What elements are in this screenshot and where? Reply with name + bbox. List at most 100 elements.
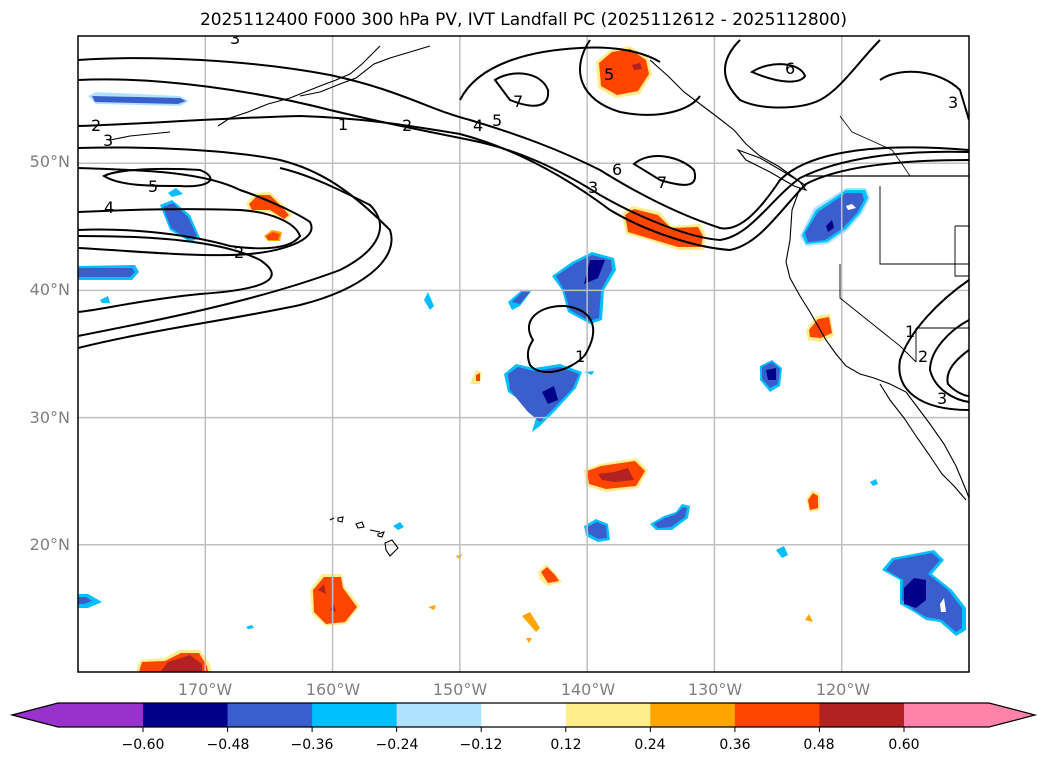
pos-anomaly-region — [522, 612, 540, 632]
pv-contour — [78, 57, 969, 230]
lat-label: 40°N — [29, 280, 70, 299]
neg-anomaly-region — [776, 546, 788, 558]
contour-label: 6 — [785, 59, 795, 78]
pv-contour — [749, 63, 807, 83]
neg-anomaly-region — [512, 292, 530, 304]
colorbar-segment — [481, 703, 567, 727]
neg-anomaly-region — [393, 522, 404, 530]
colorbar-segment — [312, 703, 398, 727]
colorbar-tick-label: −0.48 — [206, 737, 250, 753]
pv-contour — [78, 146, 393, 349]
contour-label: 1 — [338, 115, 348, 134]
contour-label: 5 — [492, 111, 502, 130]
colorbar-tick-label: 0.48 — [803, 737, 835, 753]
neg-anomaly-region — [424, 292, 434, 310]
neg-anomaly-region — [542, 386, 558, 404]
lon-label: 120°W — [815, 680, 871, 699]
contour-label: 2 — [402, 116, 412, 135]
lat-label: 50°N — [29, 152, 70, 171]
colorbar-tick-label: −0.36 — [290, 737, 334, 753]
colorbar-segment — [819, 703, 905, 727]
aleutian-islands — [217, 45, 381, 127]
lon-label: 160°W — [305, 680, 361, 699]
lon-label: 150°W — [432, 680, 488, 699]
state-borders — [915, 225, 969, 362]
vancouver-island — [736, 148, 808, 192]
coastlines — [109, 45, 969, 557]
pv-contour — [78, 78, 969, 242]
pv-contour — [898, 279, 969, 411]
pv-contour — [78, 167, 381, 337]
pv-contour — [459, 46, 661, 101]
neg-anomaly-region — [100, 296, 110, 303]
colorbar-segment — [565, 703, 651, 727]
neg-anomaly-region — [78, 597, 92, 604]
neg-anomaly-region — [92, 96, 186, 104]
alaska-panhandle — [649, 59, 807, 187]
pv-contour — [579, 39, 701, 116]
contour-label: 3 — [937, 389, 947, 408]
pos-anomaly-region — [805, 614, 813, 622]
neg-anomaly-region — [163, 203, 197, 239]
pv-contour — [946, 349, 969, 397]
pv-contour-labels: 2 3 5 4 2 1 2 4 5 7 5 6 7 3 6 3 1 1 2 3 — [91, 29, 958, 408]
contour-label: 7 — [657, 173, 667, 192]
lon-label: 140°W — [560, 680, 616, 699]
contour-label: 3 — [588, 178, 598, 197]
colorbar-segment — [143, 703, 229, 727]
colorbar-extend-min — [12, 703, 143, 727]
map-frame — [77, 35, 970, 673]
canada-interior-border — [839, 115, 911, 177]
neg-anomaly-region — [766, 368, 776, 380]
california-nevada-border — [839, 264, 917, 363]
colorbar-segment — [734, 703, 820, 727]
pos-anomaly-region — [428, 605, 436, 610]
pos-anomaly-region — [526, 638, 532, 643]
colorbar-segment — [227, 703, 313, 727]
pos-anomaly-region — [599, 49, 649, 95]
gridlines — [78, 36, 969, 672]
plot-title: 2025112400 F000 300 hPa PV, IVT Landfall… — [199, 10, 847, 30]
contour-label: 5 — [604, 65, 614, 84]
neg-anomaly-region — [846, 204, 856, 210]
contour-label: 3 — [230, 29, 240, 48]
oregon-idaho-borders — [879, 186, 969, 265]
pos-anomaly-region — [809, 317, 832, 338]
pos-anomaly-region — [598, 468, 634, 482]
neg-anomaly-region — [904, 578, 926, 608]
map-background — [78, 36, 969, 672]
pv-contour — [78, 167, 313, 257]
colorbar — [9, 702, 1038, 732]
pv-contour — [928, 319, 969, 403]
colorbar-tick-label: −0.12 — [459, 737, 503, 753]
neg-anomaly-region — [78, 268, 135, 277]
neg-anomaly-region — [826, 220, 834, 232]
pv-contour — [879, 70, 969, 121]
pv-contour — [78, 114, 969, 252]
contour-label: 5 — [148, 177, 158, 196]
neg-anomaly-region — [654, 507, 687, 528]
colorbar-tick-label: −0.24 — [375, 737, 419, 753]
colorbar-tick-label: −0.60 — [121, 737, 165, 753]
contour-label: 7 — [513, 92, 523, 111]
alaska-peninsula — [299, 45, 431, 97]
lon-label: 170°W — [177, 680, 233, 699]
pv-contour — [493, 72, 550, 107]
contour-label: 1 — [575, 347, 585, 366]
pv-contour — [101, 167, 212, 188]
pos-anomaly-region — [160, 655, 202, 672]
pos-anomaly-region — [541, 567, 559, 583]
baja-california — [879, 383, 967, 501]
map-axes: 2 3 5 4 2 1 2 4 5 7 5 6 7 3 6 3 1 1 2 3 — [77, 29, 970, 673]
pos-anomaly-region — [808, 493, 818, 510]
pos-anomaly-region — [318, 584, 326, 594]
neg-anomaly-region — [940, 598, 946, 612]
aleutians-west — [109, 131, 171, 141]
hawaii-islands — [329, 516, 399, 557]
neg-anomaly-region — [168, 188, 183, 197]
neg-anomaly-region — [870, 479, 878, 486]
contour-label: 3 — [948, 93, 958, 112]
neg-anomaly-region — [587, 522, 607, 539]
pv-contour — [632, 155, 697, 186]
